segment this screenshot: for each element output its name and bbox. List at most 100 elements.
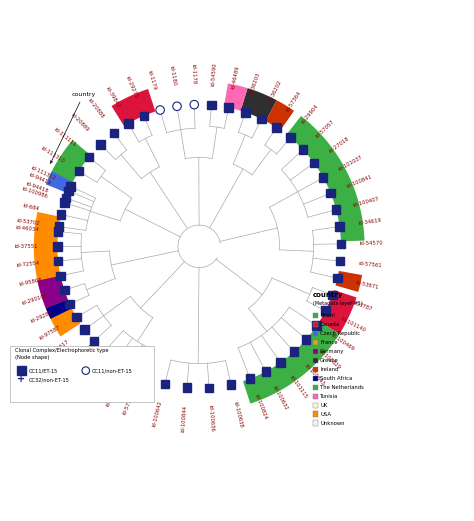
Bar [17, 366, 26, 375]
Polygon shape [76, 341, 108, 373]
Bar [182, 383, 191, 392]
Bar [205, 383, 213, 392]
Text: CC32/non-ET-15: CC32/non-ET-15 [28, 378, 69, 382]
Polygon shape [266, 100, 294, 130]
Bar [313, 321, 318, 327]
Bar [54, 227, 63, 236]
Text: Ireland: Ireland [320, 367, 338, 371]
Text: id-53671: id-53671 [355, 280, 379, 290]
Bar [336, 257, 345, 265]
Text: Czech Republic: Czech Republic [320, 331, 360, 336]
Text: id-29275: id-29275 [125, 76, 139, 100]
Bar [65, 300, 74, 308]
Bar [60, 286, 69, 294]
Text: UK: UK [320, 403, 328, 407]
Bar [72, 313, 81, 321]
Bar [313, 349, 318, 354]
Bar [241, 108, 250, 117]
Text: Germany: Germany [320, 349, 345, 354]
Text: +: + [17, 374, 26, 383]
Text: id-46034: id-46034 [16, 225, 40, 232]
Text: id-100841: id-100841 [346, 175, 373, 189]
Bar [75, 167, 83, 176]
Bar [313, 340, 318, 345]
Text: id-29656: id-29656 [89, 375, 107, 397]
Text: id-72554: id-72554 [16, 260, 40, 268]
Bar [10, 345, 155, 402]
Bar [111, 357, 120, 365]
Bar [313, 403, 318, 408]
Text: Canada: Canada [320, 322, 340, 327]
Bar [332, 205, 340, 214]
Bar [80, 326, 89, 334]
Text: id-100643: id-100643 [304, 363, 326, 386]
Text: id-57517: id-57517 [74, 364, 93, 385]
Text: id-57364: id-57364 [285, 91, 301, 113]
Text: id-100636: id-100636 [208, 405, 215, 432]
Text: Unknown: Unknown [320, 420, 345, 426]
Bar [312, 321, 321, 330]
Bar [53, 242, 62, 251]
Polygon shape [336, 271, 362, 292]
Text: id-111312: id-111312 [29, 166, 56, 181]
Text: id-100844: id-100844 [181, 404, 188, 432]
Bar [100, 348, 109, 356]
Bar [313, 376, 318, 381]
Bar [321, 306, 330, 315]
Bar [313, 412, 318, 417]
Text: id-29576: id-29576 [105, 384, 121, 407]
Circle shape [190, 101, 199, 109]
Bar [335, 222, 344, 231]
Text: Clonal Complex/Electrophoretic type: Clonal Complex/Electrophoretic type [15, 348, 109, 353]
Text: id-20889: id-20889 [69, 112, 90, 132]
Bar [327, 189, 335, 197]
Text: id-29660: id-29660 [61, 352, 82, 371]
Bar [272, 123, 281, 132]
Polygon shape [241, 88, 277, 121]
Text: id-29904: id-29904 [301, 104, 319, 125]
Text: id-27018: id-27018 [328, 136, 350, 154]
Bar [54, 257, 63, 265]
Polygon shape [127, 374, 146, 400]
Text: id-94418: id-94418 [25, 181, 49, 194]
Text: France: France [320, 340, 338, 345]
Polygon shape [224, 83, 247, 111]
Text: id-54570: id-54570 [360, 241, 383, 246]
Bar [139, 111, 148, 120]
Text: id-100642: id-100642 [152, 400, 163, 427]
Text: id-36202: id-36202 [267, 80, 282, 103]
Bar [161, 380, 169, 388]
Text: id-53702: id-53702 [17, 218, 40, 227]
Bar [207, 101, 216, 109]
Text: Tunisia: Tunisia [320, 394, 338, 399]
Bar [56, 271, 65, 280]
Text: id-39842: id-39842 [105, 85, 121, 108]
Bar [57, 210, 65, 219]
Text: id-57561: id-57561 [359, 260, 383, 268]
Text: id-101140: id-101140 [340, 316, 366, 333]
Bar [313, 331, 318, 336]
Text: id-57057: id-57057 [315, 119, 336, 139]
Text: id-100407: id-100407 [352, 196, 380, 207]
Bar [333, 274, 342, 282]
Bar [124, 365, 133, 374]
Bar [302, 335, 310, 343]
Bar [85, 153, 93, 162]
Bar [257, 115, 265, 123]
Text: (Node shape): (Node shape) [15, 355, 49, 361]
Bar [224, 103, 233, 112]
Bar [290, 348, 298, 356]
Text: id-29617: id-29617 [49, 339, 71, 357]
Text: id-100829: id-100829 [318, 349, 341, 370]
Bar [276, 358, 285, 367]
Bar [124, 119, 133, 128]
Bar [109, 129, 118, 138]
Text: id-100632: id-100632 [272, 386, 289, 412]
Text: USA: USA [320, 412, 331, 417]
Circle shape [156, 106, 164, 114]
Polygon shape [48, 140, 91, 189]
Text: CC11/ET-15: CC11/ET-15 [28, 368, 58, 373]
Bar [286, 133, 294, 142]
Text: id-1180: id-1180 [168, 66, 176, 86]
Polygon shape [37, 276, 68, 308]
